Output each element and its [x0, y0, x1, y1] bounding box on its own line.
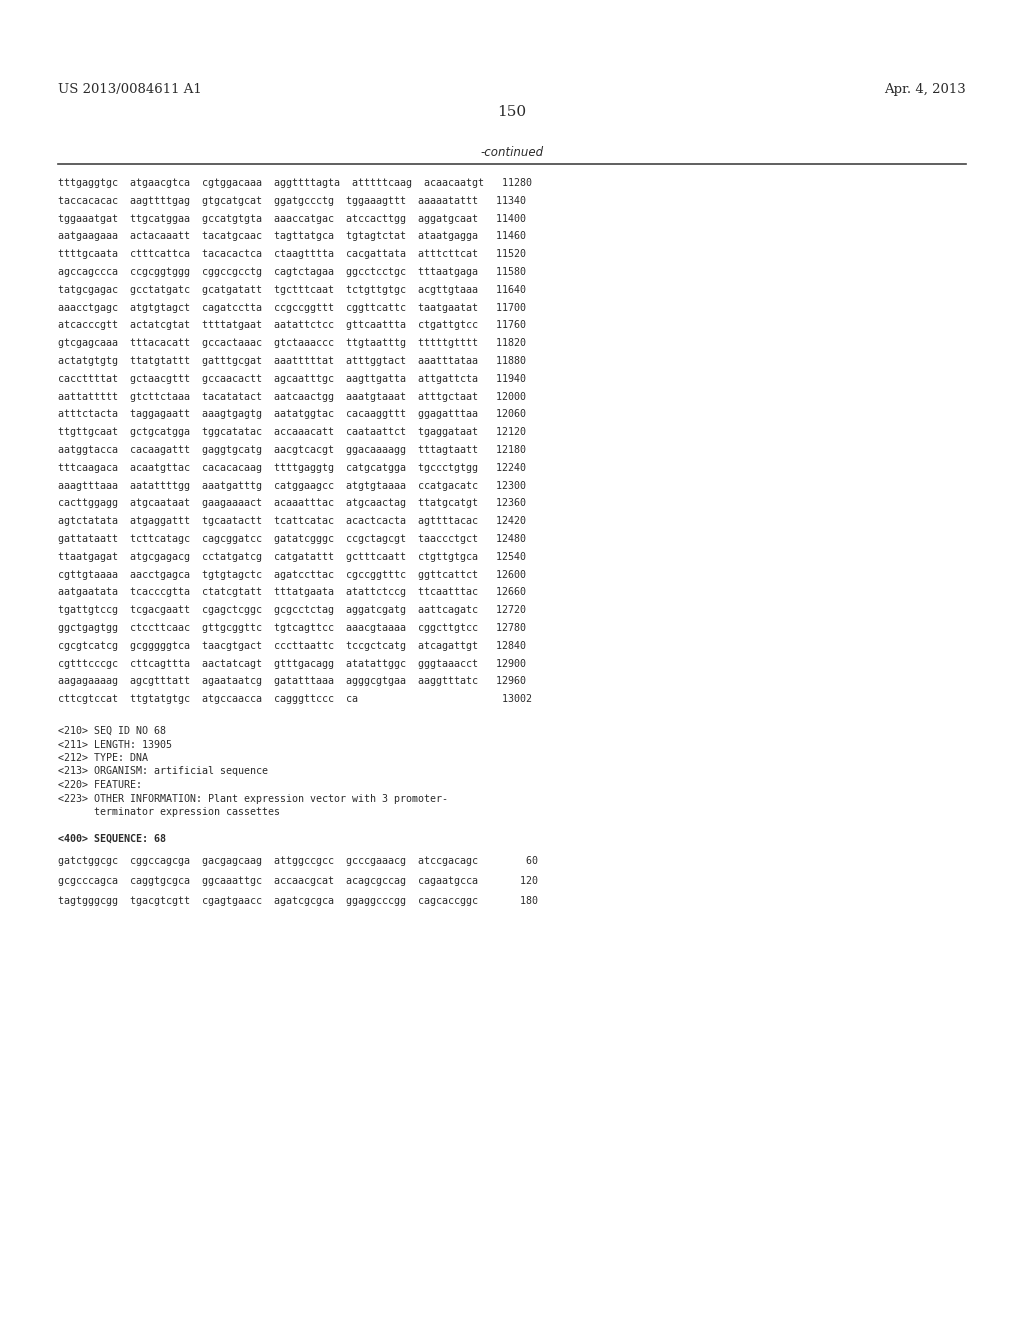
Text: gtcgagcaaa  tttacacatt  gccactaaac  gtctaaaccc  ttgtaatttg  tttttgtttt   11820: gtcgagcaaa tttacacatt gccactaaac gtctaaa…	[58, 338, 526, 348]
Text: gatctggcgc  cggccagcga  gacgagcaag  attggccgcc  gcccgaaacg  atccgacagc        60: gatctggcgc cggccagcga gacgagcaag attggcc…	[58, 855, 538, 866]
Text: tatgcgagac  gcctatgatc  gcatgatatt  tgctttcaat  tctgttgtgc  acgttgtaaa   11640: tatgcgagac gcctatgatc gcatgatatt tgctttc…	[58, 285, 526, 294]
Text: aaagtttaaa  aatattttgg  aaatgatttg  catggaagcc  atgtgtaaaa  ccatgacatc   12300: aaagtttaaa aatattttgg aaatgatttg catggaa…	[58, 480, 526, 491]
Text: taccacacac  aagttttgag  gtgcatgcat  ggatgccctg  tggaaagttt  aaaaatattt   11340: taccacacac aagttttgag gtgcatgcat ggatgcc…	[58, 195, 526, 206]
Text: tggaaatgat  ttgcatggaa  gccatgtgta  aaaccatgac  atccacttgg  aggatgcaat   11400: tggaaatgat ttgcatggaa gccatgtgta aaaccat…	[58, 214, 526, 223]
Text: agccagccca  ccgcggtggg  cggccgcctg  cagtctagaa  ggcctcctgc  tttaatgaga   11580: agccagccca ccgcggtggg cggccgcctg cagtcta…	[58, 267, 526, 277]
Text: aattattttt  gtcttctaaa  tacatatact  aatcaactgg  aaatgtaaat  atttgctaat   12000: aattattttt gtcttctaaa tacatatact aatcaac…	[58, 392, 526, 401]
Text: aatgaatata  tcacccgtta  ctatcgtatt  tttatgaata  atattctccg  ttcaatttac   12660: aatgaatata tcacccgtta ctatcgtatt tttatga…	[58, 587, 526, 598]
Text: ttaatgagat  atgcgagacg  cctatgatcg  catgatattt  gctttcaatt  ctgttgtgca   12540: ttaatgagat atgcgagacg cctatgatcg catgata…	[58, 552, 526, 562]
Text: <213> ORGANISM: artificial sequence: <213> ORGANISM: artificial sequence	[58, 767, 268, 776]
Text: <212> TYPE: DNA: <212> TYPE: DNA	[58, 752, 148, 763]
Text: cttcgtccat  ttgtatgtgc  atgccaacca  cagggttccc  ca                        13002: cttcgtccat ttgtatgtgc atgccaacca cagggtt…	[58, 694, 532, 704]
Text: cacttggagg  atgcaataat  gaagaaaact  acaaatttac  atgcaactag  ttatgcatgt   12360: cacttggagg atgcaataat gaagaaaact acaaatt…	[58, 499, 526, 508]
Text: ttgttgcaat  gctgcatgga  tggcatatac  accaaacatt  caataattct  tgaggataat   12120: ttgttgcaat gctgcatgga tggcatatac accaaac…	[58, 428, 526, 437]
Text: gcgcccagca  caggtgcgca  ggcaaattgc  accaacgcat  acagcgccag  cagaatgcca       120: gcgcccagca caggtgcgca ggcaaattgc accaacg…	[58, 875, 538, 886]
Text: ggctgagtgg  ctccttcaac  gttgcggttc  tgtcagttcc  aaacgtaaaa  cggcttgtcc   12780: ggctgagtgg ctccttcaac gttgcggttc tgtcagt…	[58, 623, 526, 634]
Text: <210> SEQ ID NO 68: <210> SEQ ID NO 68	[58, 726, 166, 737]
Text: aagagaaaag  agcgtttatt  agaataatcg  gatatttaaa  agggcgtgaa  aaggtttatc   12960: aagagaaaag agcgtttatt agaataatcg gatattt…	[58, 676, 526, 686]
Text: -continued: -continued	[480, 145, 544, 158]
Text: <220> FEATURE:: <220> FEATURE:	[58, 780, 142, 789]
Text: 150: 150	[498, 106, 526, 119]
Text: ttttgcaata  ctttcattca  tacacactca  ctaagtttta  cacgattata  atttcttcat   11520: ttttgcaata ctttcattca tacacactca ctaagtt…	[58, 249, 526, 259]
Text: terminator expression cassettes: terminator expression cassettes	[58, 807, 280, 817]
Text: cgcgtcatcg  gcgggggtca  taacgtgact  cccttaattc  tccgctcatg  atcagattgt   12840: cgcgtcatcg gcgggggtca taacgtgact cccttaa…	[58, 640, 526, 651]
Text: <400> SEQUENCE: 68: <400> SEQUENCE: 68	[58, 833, 166, 843]
Text: <211> LENGTH: 13905: <211> LENGTH: 13905	[58, 739, 172, 750]
Text: caccttttat  gctaacgttt  gccaacactt  agcaatttgc  aagttgatta  attgattcta   11940: caccttttat gctaacgttt gccaacactt agcaatt…	[58, 374, 526, 384]
Text: Apr. 4, 2013: Apr. 4, 2013	[885, 83, 966, 96]
Text: US 2013/0084611 A1: US 2013/0084611 A1	[58, 83, 202, 96]
Text: cgtttcccgc  cttcagttta  aactatcagt  gtttgacagg  atatattggc  gggtaaacct   12900: cgtttcccgc cttcagttta aactatcagt gtttgac…	[58, 659, 526, 669]
Text: aatggtacca  cacaagattt  gaggtgcatg  aacgtcacgt  ggacaaaagg  tttagtaatt   12180: aatggtacca cacaagattt gaggtgcatg aacgtca…	[58, 445, 526, 455]
Text: <223> OTHER INFORMATION: Plant expression vector with 3 promoter-: <223> OTHER INFORMATION: Plant expressio…	[58, 793, 449, 804]
Text: atcacccgtt  actatcgtat  ttttatgaat  aatattctcc  gttcaattta  ctgattgtcc   11760: atcacccgtt actatcgtat ttttatgaat aatattc…	[58, 321, 526, 330]
Text: actatgtgtg  ttatgtattt  gatttgcgat  aaatttttat  atttggtact  aaatttataa   11880: actatgtgtg ttatgtattt gatttgcgat aaatttt…	[58, 356, 526, 366]
Text: atttctacta  taggagaatt  aaagtgagtg  aatatggtac  cacaaggttt  ggagatttaa   12060: atttctacta taggagaatt aaagtgagtg aatatgg…	[58, 409, 526, 420]
Text: aaacctgagc  atgtgtagct  cagatcctta  ccgccggttt  cggttcattc  taatgaatat   11700: aaacctgagc atgtgtagct cagatcctta ccgccgg…	[58, 302, 526, 313]
Text: tagtgggcgg  tgacgtcgtt  cgagtgaacc  agatcgcgca  ggaggcccgg  cagcaccggc       180: tagtgggcgg tgacgtcgtt cgagtgaacc agatcgc…	[58, 895, 538, 906]
Text: aatgaagaaa  actacaaatt  tacatgcaac  tagttatgca  tgtagtctat  ataatgagga   11460: aatgaagaaa actacaaatt tacatgcaac tagttat…	[58, 231, 526, 242]
Text: tgattgtccg  tcgacgaatt  cgagctcggc  gcgcctctag  aggatcgatg  aattcagatc   12720: tgattgtccg tcgacgaatt cgagctcggc gcgcctc…	[58, 605, 526, 615]
Text: tttgaggtgc  atgaacgtca  cgtggacaaa  aggttttagta  atttttcaag  acaacaatgt   11280: tttgaggtgc atgaacgtca cgtggacaaa aggtttt…	[58, 178, 532, 187]
Text: tttcaagaca  acaatgttac  cacacacaag  ttttgaggtg  catgcatgga  tgccctgtgg   12240: tttcaagaca acaatgttac cacacacaag ttttgag…	[58, 463, 526, 473]
Text: gattataatt  tcttcatagc  cagcggatcc  gatatcgggc  ccgctagcgt  taaccctgct   12480: gattataatt tcttcatagc cagcggatcc gatatcg…	[58, 535, 526, 544]
Text: cgttgtaaaa  aacctgagca  tgtgtagctc  agatccttac  cgccggtttc  ggttcattct   12600: cgttgtaaaa aacctgagca tgtgtagctc agatcct…	[58, 570, 526, 579]
Text: agtctatata  atgaggattt  tgcaatactt  tcattcatac  acactcacta  agttttacac   12420: agtctatata atgaggattt tgcaatactt tcattca…	[58, 516, 526, 527]
